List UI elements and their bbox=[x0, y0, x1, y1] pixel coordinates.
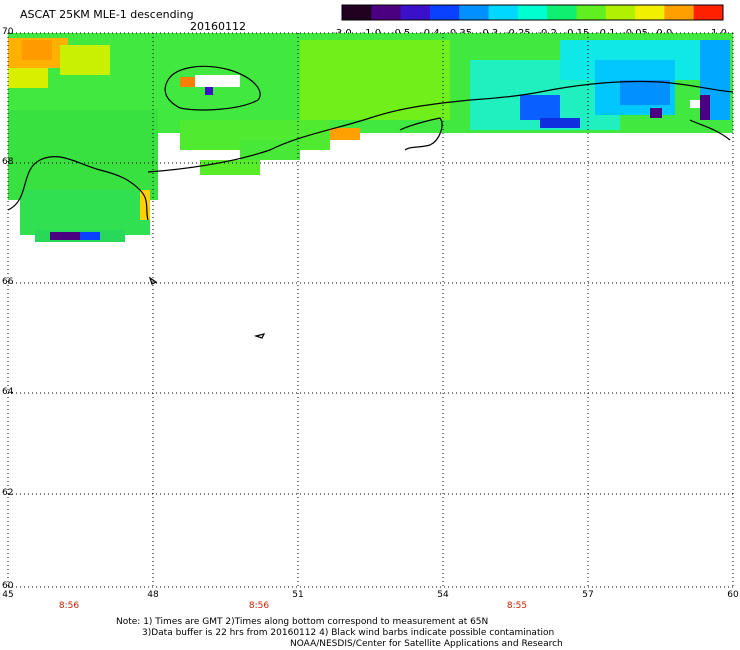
latitude-label: 60 bbox=[2, 581, 14, 591]
colorbar-segment bbox=[605, 5, 636, 20]
data-cell bbox=[180, 77, 195, 87]
data-cell bbox=[540, 118, 580, 128]
coastline-north bbox=[147, 80, 734, 173]
data-cell bbox=[22, 40, 52, 60]
colorbar-segment bbox=[693, 5, 724, 20]
time-label: 8:56 bbox=[248, 601, 270, 611]
data-cell bbox=[650, 108, 662, 118]
data-cell bbox=[50, 232, 80, 240]
longitude-label: 54 bbox=[437, 590, 449, 600]
footer-credit: NOAA/NESDIS/Center for Satellite Applica… bbox=[290, 639, 563, 649]
chart-date: 20160112 bbox=[190, 20, 246, 33]
coastlines bbox=[7, 65, 734, 339]
data-cell bbox=[700, 95, 710, 120]
data-cell bbox=[300, 40, 450, 120]
colorbar-segment bbox=[342, 5, 372, 20]
longitude-label: 45 bbox=[2, 590, 14, 600]
latitude-label: 70 bbox=[2, 27, 14, 37]
data-cell bbox=[80, 232, 100, 240]
colorbar-segment bbox=[517, 5, 548, 20]
coastline-bay bbox=[164, 65, 261, 111]
colorbar-segment bbox=[547, 5, 577, 20]
colorbar-segment bbox=[488, 5, 519, 20]
longitude-label: 57 bbox=[582, 590, 594, 600]
island-small-1 bbox=[148, 276, 158, 285]
latitude-label: 68 bbox=[2, 157, 14, 167]
data-cell bbox=[20, 190, 150, 235]
data-cell bbox=[200, 160, 260, 175]
colorbar bbox=[341, 4, 724, 21]
longitude-label: 60 bbox=[727, 590, 739, 600]
data-cell bbox=[140, 190, 150, 220]
colorbar-segment bbox=[664, 5, 695, 20]
data-cell bbox=[205, 87, 213, 95]
colorbar-segment bbox=[400, 5, 431, 20]
time-label: 8:55 bbox=[506, 601, 528, 611]
coastline-east bbox=[689, 119, 731, 141]
time-label: 8:56 bbox=[58, 601, 80, 611]
colorbar-frame bbox=[341, 4, 724, 21]
data-cell bbox=[8, 68, 48, 88]
chart-title: ASCAT 25KM MLE-1 descending bbox=[20, 8, 194, 21]
colorbar-segment bbox=[371, 5, 402, 20]
data-cell bbox=[330, 128, 360, 140]
island-small-2 bbox=[253, 333, 266, 339]
data-cell bbox=[620, 80, 670, 105]
wind-field bbox=[8, 33, 733, 242]
footer-note-line2: 3)Data buffer is 22 hrs from 20160112 4)… bbox=[142, 628, 555, 638]
colorbar-segment bbox=[635, 5, 665, 20]
longitude-label: 48 bbox=[147, 590, 159, 600]
colorbar-segment bbox=[429, 5, 460, 20]
coastline-west bbox=[7, 156, 149, 221]
data-cell bbox=[195, 75, 240, 87]
coastline-island-1 bbox=[399, 117, 443, 151]
data-cell bbox=[8, 110, 158, 200]
data-cell bbox=[60, 45, 110, 75]
latitude-label: 62 bbox=[2, 488, 14, 498]
latitude-label: 64 bbox=[2, 387, 14, 397]
data-cell bbox=[520, 95, 560, 120]
latitude-label: 66 bbox=[2, 277, 14, 287]
longitude-label: 51 bbox=[292, 590, 304, 600]
grid-lines bbox=[7, 32, 734, 588]
colorbar-segment bbox=[459, 5, 490, 20]
colorbar-segment bbox=[576, 5, 607, 20]
data-cell bbox=[690, 100, 700, 108]
footer-note-line1: Note: 1) Times are GMT 2)Times along bot… bbox=[116, 617, 489, 627]
